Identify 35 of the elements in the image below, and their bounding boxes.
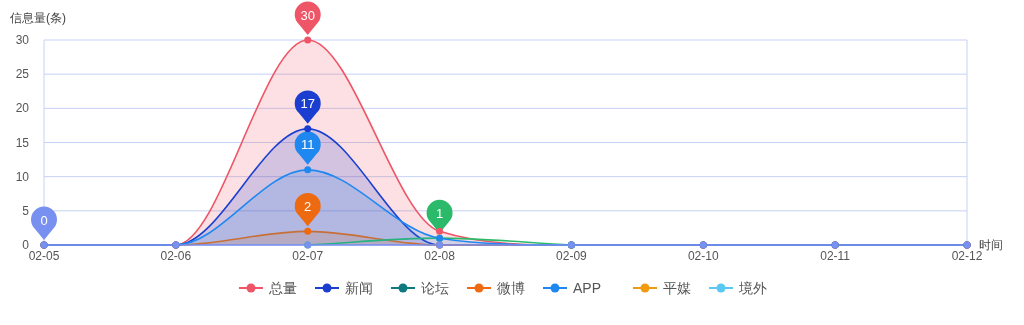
y-tick-label: 10: [15, 169, 30, 184]
x-tick-label: 02-09: [556, 249, 588, 263]
x-axis-title: 时间: [979, 238, 1003, 252]
legend-label: 总量: [268, 280, 297, 296]
legend-label: 论坛: [421, 280, 449, 296]
annotation: 2: [304, 198, 312, 214]
y-tick-label: 15: [15, 135, 30, 150]
legend-label: APP: [573, 280, 602, 296]
annotation: 1: [435, 205, 444, 221]
y-axis-title: 信息量(条): [10, 11, 66, 25]
x-tick-label: 02-12: [951, 249, 983, 263]
legend-label: 微博: [497, 280, 525, 296]
annotation: 17: [300, 96, 315, 112]
legend-label: 境外: [738, 280, 767, 296]
x-tick-label: 02-11: [820, 249, 851, 263]
annotation: 11: [300, 137, 315, 153]
annotation: 30: [300, 7, 315, 23]
pin: 2: [294, 193, 321, 227]
y-tick-label: 5: [22, 203, 30, 218]
pin: 30: [294, 1, 321, 35]
pin: 17: [294, 90, 321, 124]
annotation: 0: [40, 212, 48, 228]
y-tick-label: 30: [15, 33, 30, 47]
pin: 11: [294, 131, 321, 165]
y-tick-label: 20: [15, 101, 30, 116]
x-tick-label: 02-06: [160, 249, 192, 263]
y-tick-label: 0: [22, 238, 30, 252]
legend-label: 平媒: [663, 280, 691, 296]
x-tick-label: 02-10: [687, 249, 719, 263]
legend-label: 新闻: [345, 280, 373, 296]
x-tick-label: 02-05: [28, 249, 60, 263]
x-tick-label: 02-07: [292, 249, 324, 263]
x-tick-label: 02-08: [424, 249, 456, 263]
y-tick-label: 25: [15, 67, 30, 82]
pin: 0: [31, 206, 57, 240]
